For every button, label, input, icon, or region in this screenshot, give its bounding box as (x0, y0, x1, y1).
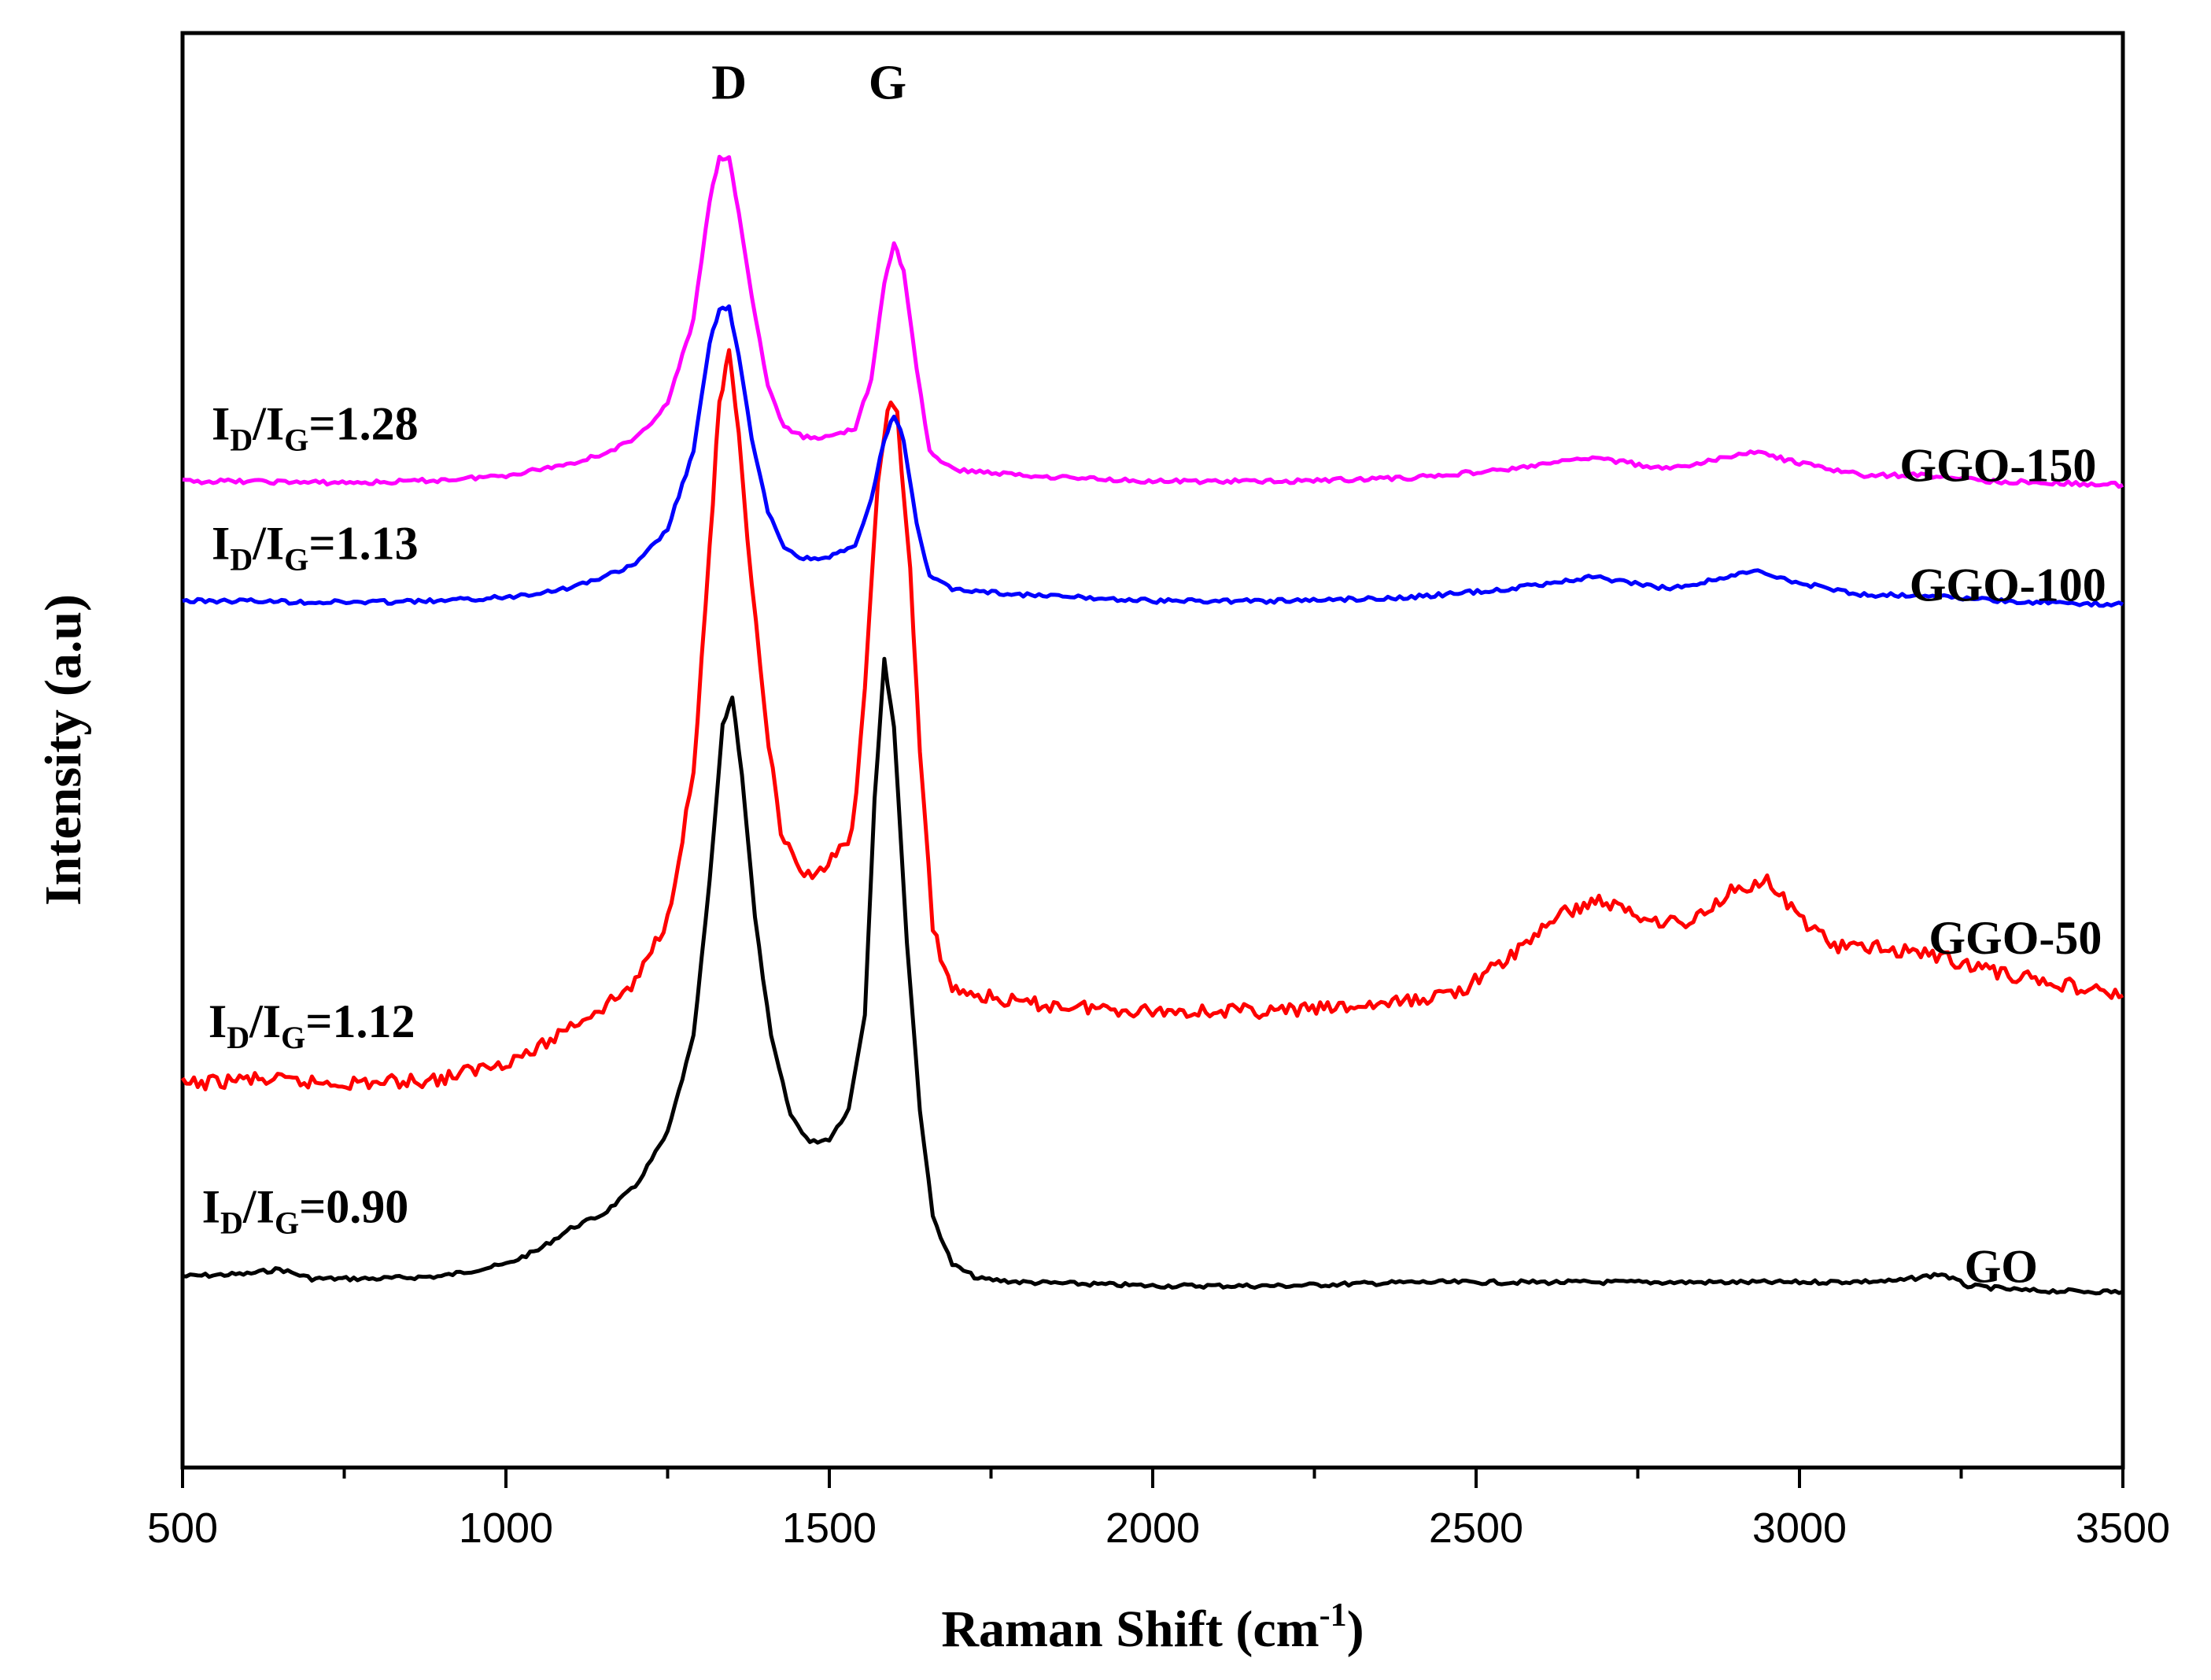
x-tick-label: 1000 (459, 1505, 553, 1552)
series-label-ggo-150: GGO-150 (1899, 440, 2096, 492)
series-line-ggo-100 (182, 304, 2124, 608)
series-line-ggo-50 (180, 348, 2124, 1091)
x-tick-label: 3000 (1752, 1505, 1847, 1552)
ratio-subscript: D (220, 1206, 243, 1241)
x-axis-title-sup: -1 (1320, 1597, 1347, 1634)
peak-label-d: D (711, 57, 747, 110)
ratio-subscript: G (284, 541, 308, 577)
ratio-subscript: G (275, 1206, 299, 1241)
x-axis-title: Raman Shift (cm-1) (941, 1597, 1364, 1658)
ratio-text: /I (249, 995, 281, 1047)
ratio-label-ggo-100: ID/IG=1.13 (212, 517, 419, 577)
series-line-ggo-150 (182, 154, 2124, 489)
series-label-ggo-50: GGO-50 (1929, 912, 2102, 964)
ratio-subscript: D (230, 541, 253, 577)
x-axis-title-main: Raman Shift (cm (941, 1601, 1319, 1658)
ratio-text: =0.90 (299, 1181, 408, 1233)
x-axis-ticks: 500 1000 1500 2000 2500 3000 3500 (147, 1468, 2170, 1552)
series-layer (180, 154, 2124, 1296)
x-axis-title-end: ) (1347, 1601, 1364, 1658)
ratio-subscript: D (227, 1020, 249, 1055)
ratio-text: /I (242, 1181, 275, 1233)
series-line-go (182, 656, 2124, 1296)
ratio-text: I (212, 398, 230, 450)
labels-layer: D GGOID/IG=0.90GGO-50ID/IG=1.12GGO-100ID/… (202, 57, 2106, 1293)
ratio-text: I (202, 1181, 220, 1233)
ratio-text: I (209, 995, 227, 1047)
ratio-subscript: G (284, 423, 308, 458)
peak-label-g: G (869, 57, 906, 110)
x-tick-label: 3500 (2076, 1505, 2170, 1552)
ratio-label-go: ID/IG=0.90 (202, 1181, 409, 1241)
x-tick-label: 1500 (782, 1505, 877, 1552)
y-axis-title: Intensity (a.u) (35, 594, 92, 906)
ratio-text: I (212, 517, 230, 569)
series-label-ggo-100: GGO-100 (1910, 559, 2106, 611)
ratio-text: =1.13 (308, 517, 418, 569)
x-tick-label: 2500 (1429, 1505, 1523, 1552)
series-label-go: GO (1965, 1241, 2038, 1293)
x-tick-label: 500 (147, 1505, 218, 1552)
ratio-text: /I (252, 398, 284, 450)
ratio-text: =1.28 (308, 398, 418, 450)
ratio-label-ggo-150: ID/IG=1.28 (212, 398, 419, 458)
ratio-subscript: D (230, 423, 253, 458)
ratio-text: /I (252, 517, 284, 569)
ratio-label-ggo-50: ID/IG=1.12 (209, 995, 415, 1055)
ratio-text: =1.12 (305, 995, 415, 1047)
x-tick-label: 2000 (1106, 1505, 1200, 1552)
ratio-subscript: G (281, 1020, 305, 1055)
plot-area-frame (180, 31, 2125, 1470)
